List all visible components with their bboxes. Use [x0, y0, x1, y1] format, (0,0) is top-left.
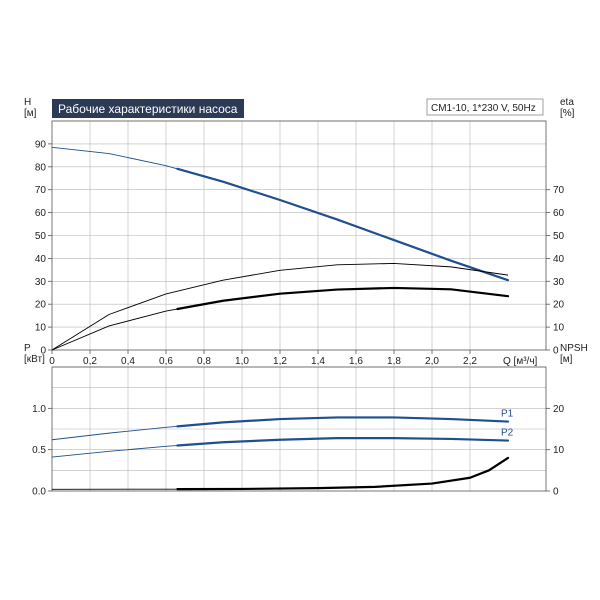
bottom-y-axis-label: P [кВт]: [24, 343, 45, 365]
top-y-axis-label: H [м]: [24, 97, 37, 119]
chart-title: Рабочие характеристики насоса: [58, 102, 238, 116]
top-y2tick-label: 10: [553, 323, 565, 334]
top-plot-series: [51, 146, 510, 351]
top-ytick-label: 10: [35, 323, 47, 334]
bottom-ytick-label: 0.5: [32, 445, 46, 456]
top-y2tick-label: 20: [553, 300, 565, 311]
xtick-label: 2,0: [425, 356, 439, 367]
bottom-y2-axis-label: NPSH [м]: [560, 343, 588, 365]
top-y2tick-label: 40: [553, 254, 565, 265]
top-ytick-label: 20: [35, 300, 47, 311]
bottom-plot-grid: [52, 366, 546, 491]
bottom-plot-series: P1 P2: [51, 409, 514, 491]
bottom-ytick-label: 1.0: [32, 404, 46, 415]
x-axis-label: Q [м³/ч]: [503, 356, 538, 367]
top-ytick-label: 30: [35, 277, 47, 288]
xtick-label: 0,2: [83, 356, 97, 367]
xtick-label: 1,6: [349, 356, 363, 367]
bottom-series-2-operating-range: [176, 456, 510, 491]
bottom-series-0-operating-range: [176, 416, 510, 428]
bottom-y2tick-label: 20: [553, 404, 565, 415]
top-series-2-operating-range: [176, 286, 510, 311]
xtick-label: 1,0: [235, 356, 249, 367]
top-ytick-label: 70: [35, 185, 47, 196]
top-series-0-operating-range: [176, 167, 510, 282]
bottom-y2tick-label: 0: [553, 487, 559, 498]
bottom-series-1-operating-range: [176, 436, 510, 447]
top-ytick-label: 80: [35, 162, 47, 173]
xtick-label: 0: [49, 356, 55, 367]
top-y2tick-label: 70: [553, 185, 565, 196]
model-box: [426, 98, 544, 116]
bottom-y2tick-label: 10: [553, 445, 565, 456]
top-y2tick-label: 0: [553, 346, 559, 357]
bottom-ytick-label: 0.0: [32, 487, 46, 498]
bottom-plot-axes: 0.0 0.5 1.0 0 10 20 P [кВт] NPSH [м]: [24, 343, 588, 498]
top-plot-grid: [52, 120, 546, 350]
xtick-label: 2,2: [463, 356, 477, 367]
top-y2tick-label: 50: [553, 231, 565, 242]
top-plot-axes: 0 10 20 30 40 50 60 70 80 90 0 10 20 30 40 50 60 70 0 0,2 0,…: [24, 97, 575, 367]
top-ytick-label: 90: [35, 139, 47, 150]
xtick-label: 0,6: [159, 356, 173, 367]
top-y2-axis-label: eta [%]: [560, 97, 575, 119]
top-ytick-label: 40: [35, 254, 47, 265]
top-y2tick-label: 60: [553, 208, 565, 219]
top-ytick-label: 0: [40, 346, 46, 357]
xtick-label: 1,4: [311, 356, 325, 367]
top-ytick-label: 50: [35, 231, 47, 242]
top-y2tick-label: 30: [553, 277, 565, 288]
bottom-series-1-label: P2: [501, 428, 514, 439]
top-series-1-line: [51, 262, 509, 351]
xtick-label: 0,4: [121, 356, 135, 367]
xtick-label: 1,8: [387, 356, 401, 367]
bottom-series-0-label: P1: [501, 409, 514, 420]
bottom-plot-frame: [51, 366, 547, 492]
model-label: CM1-10, 1*230 V, 50Hz: [431, 103, 536, 114]
xtick-label: 0,8: [197, 356, 211, 367]
xtick-label: 1,2: [273, 356, 287, 367]
top-ytick-label: 60: [35, 208, 47, 219]
title-banner: [52, 99, 244, 118]
